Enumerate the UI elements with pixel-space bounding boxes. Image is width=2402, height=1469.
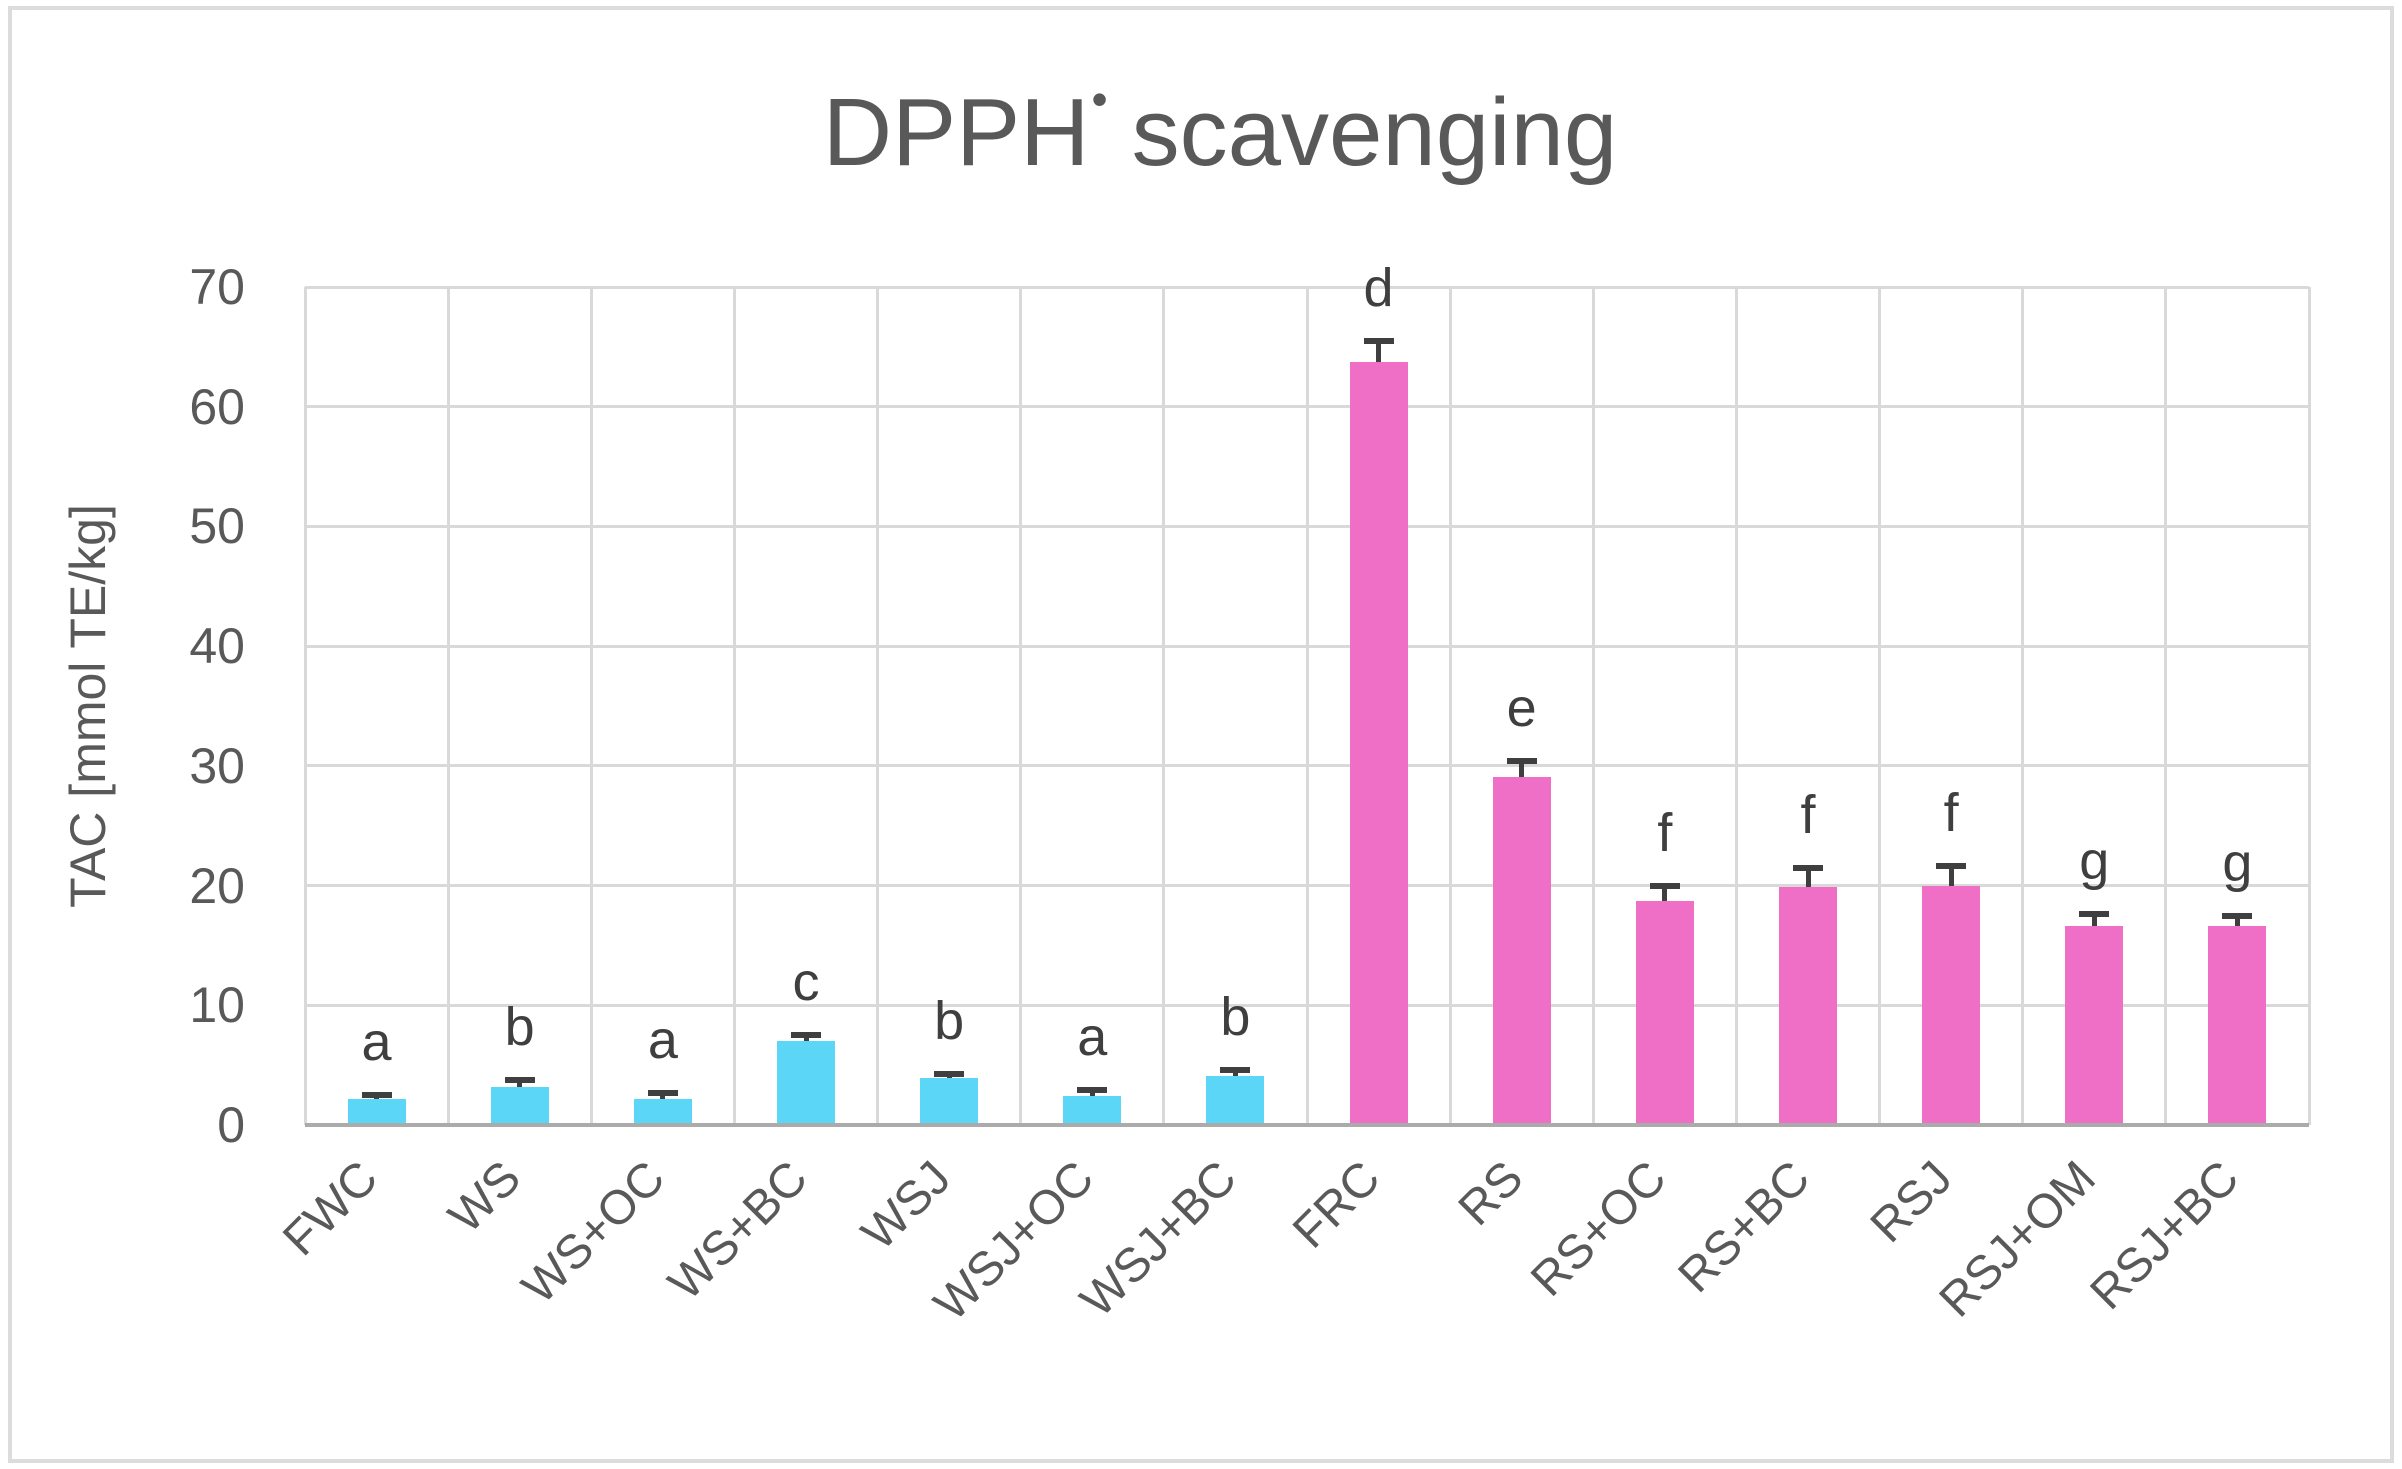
bar-WSJ: [920, 1078, 979, 1125]
bar-RS+OC: [1635, 901, 1694, 1125]
error-bar-RSJ: [1948, 866, 1954, 886]
gridline-vertical: [1878, 287, 1882, 1125]
error-bar-cap-WS: [504, 1076, 535, 1083]
bar-WS+BC: [777, 1041, 835, 1125]
bar-RSJ: [1922, 885, 1981, 1125]
y-tick-label-60: 60: [189, 378, 245, 435]
error-bar-cap-FWC: [361, 1092, 392, 1099]
bar-RS: [1492, 776, 1551, 1125]
gridline-vertical: [876, 287, 880, 1125]
sig-letter-WS+OC: a: [647, 1009, 678, 1070]
error-bar-cap-RSJ: [1936, 863, 1967, 870]
bar-WSJ+BC: [1206, 1075, 1265, 1125]
x-axis-line: [305, 1123, 2309, 1127]
bar-WS: [490, 1086, 549, 1125]
gridline-vertical: [2307, 287, 2311, 1125]
gridline-vertical: [1305, 287, 1309, 1125]
sig-letter-RS+BC: f: [1800, 784, 1816, 845]
gridline-vertical: [2164, 287, 2168, 1125]
error-bar-cap-RS+BC: [1793, 864, 1823, 871]
radical-dot: •: [1091, 73, 1108, 125]
error-bar-RS+BC: [1805, 867, 1811, 887]
bar-RS+BC: [1779, 886, 1837, 1125]
error-bar-cap-RSJ+BC: [2222, 912, 2253, 919]
error-bar-cap-WS+BC: [791, 1032, 821, 1039]
chart-title: DPPH• scavenging: [20, 76, 2402, 181]
gridline-vertical: [1448, 287, 1452, 1125]
gridline-vertical: [303, 287, 307, 1125]
y-tick-label-20: 20: [189, 857, 245, 914]
chart-title-suffix: scavenging: [1131, 79, 1618, 186]
y-tick-label-70: 70: [189, 259, 245, 315]
error-bar-RS: [1519, 761, 1525, 777]
chart-title-prefix: DPPH: [822, 79, 1090, 186]
error-bar-cap-RS: [1506, 758, 1537, 765]
gridline-vertical: [1734, 287, 1738, 1125]
sig-letter-FWC: a: [361, 1012, 392, 1073]
error-bar-cap-RSJ+OM: [2079, 911, 2110, 918]
error-bar-RSJ+BC: [2234, 915, 2240, 927]
bar-RSJ+BC: [2208, 926, 2267, 1125]
error-bar-cap-WSJ+BC: [1220, 1066, 1251, 1073]
sig-letter-WSJ+OC: a: [1077, 1007, 1108, 1068]
bar-FWC: [347, 1098, 406, 1125]
gridline-vertical: [732, 287, 736, 1125]
error-bar-cap-WSJ: [934, 1070, 965, 1077]
chart-frame: [8, 6, 2394, 1463]
y-tick-label-0: 0: [217, 1097, 245, 1153]
sig-letter-RS+OC: f: [1657, 802, 1673, 863]
gridline-vertical: [589, 287, 593, 1125]
sig-letter-WSJ+BC: b: [1220, 986, 1251, 1047]
y-tick-label-50: 50: [189, 498, 245, 555]
error-bar-cap-WSJ+OC: [1077, 1087, 1108, 1094]
gridline-vertical: [446, 287, 450, 1125]
error-bar-RS+OC: [1662, 885, 1668, 902]
bar-WSJ+OC: [1063, 1096, 1122, 1125]
error-bar-RSJ+OM: [2091, 914, 2097, 927]
sig-letter-FRC: d: [1363, 257, 1394, 318]
error-bar-WS: [517, 1079, 523, 1087]
y-tick-label-30: 30: [189, 737, 245, 794]
sig-letter-RSJ+OM: g: [2079, 831, 2110, 892]
error-bar-cap-RS+OC: [1649, 882, 1680, 889]
gridline-vertical: [1019, 287, 1023, 1125]
sig-letter-RS: e: [1506, 678, 1537, 739]
sig-letter-RSJ: f: [1943, 783, 1959, 844]
y-tick-label-10: 10: [189, 977, 245, 1034]
gridline-vertical: [1162, 287, 1166, 1125]
error-bar-cap-FRC: [1363, 337, 1394, 344]
error-bar-FRC: [1376, 340, 1382, 363]
gridline-vertical: [1591, 287, 1595, 1125]
y-tick-label-40: 40: [189, 618, 245, 675]
bar-RSJ+OM: [2065, 926, 2124, 1125]
y-axis-title: TAC [mmol TE/kg]: [60, 504, 116, 908]
sig-letter-RSJ+BC: g: [2222, 832, 2253, 893]
gridline-vertical: [2021, 287, 2025, 1125]
sig-letter-WS+BC: c: [792, 952, 820, 1013]
bar-FRC: [1349, 362, 1408, 1125]
sig-letter-WS: b: [504, 996, 535, 1057]
error-bar-cap-WS+OC: [647, 1089, 678, 1096]
sig-letter-WSJ: b: [934, 990, 965, 1051]
bar-WS+OC: [633, 1098, 692, 1125]
